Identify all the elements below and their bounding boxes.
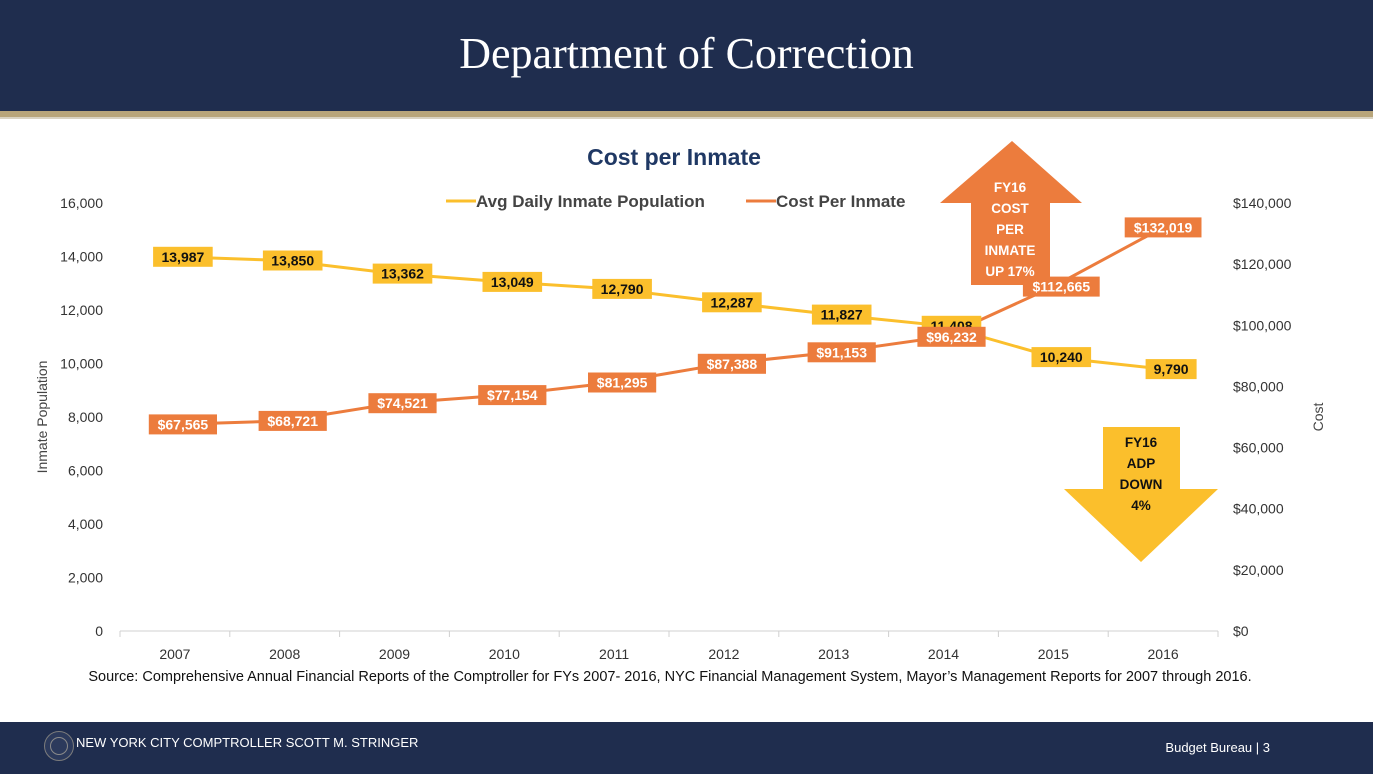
adp-down-annotation-line: FY16 [1125,435,1158,450]
data-label: 11,827 [821,307,863,323]
data-label-box [702,292,762,313]
y-tick-label: 8,000 [68,409,103,425]
y2-tick-label: $20,000 [1233,562,1284,578]
chart: Cost per Inmate Avg Daily Inmate Populati… [0,120,1373,720]
header-rule-thin [0,117,1373,119]
cost-up-annotation-line: UP 17% [985,264,1034,279]
y-tick-label: 6,000 [68,463,103,479]
data-label: 13,987 [161,249,204,265]
data-label-box [1022,276,1100,297]
header-rule [0,111,1373,117]
data-label: 13,362 [381,266,424,282]
y2-tick-label: $60,000 [1233,440,1284,456]
y-tick-label: 14,000 [60,249,103,265]
adp-down-annotation-line: 4% [1131,498,1151,513]
x-tick-label: 2013 [818,646,849,662]
data-label: 12,790 [601,281,644,297]
y-tick-label: 2,000 [68,570,103,586]
y2-tick-label: $80,000 [1233,378,1284,394]
y-axis-title: Inmate Population [34,361,50,474]
data-label-box [153,246,213,267]
footer-page-label: Budget Bureau | 3 [1165,740,1270,755]
data-label: 13,850 [271,253,314,269]
comptroller-seal-icon [44,731,74,761]
footer-bar: NEW YORK CITY COMPTROLLER SCOTT M. STRIN… [0,722,1373,774]
x-tick-label: 2007 [159,646,190,662]
data-label-box [482,271,543,292]
x-tick-label: 2009 [379,646,410,662]
y-tick-label: 16,000 [60,195,103,211]
y-tick-label: 0 [95,623,103,639]
x-tick-label: 2012 [708,646,739,662]
data-label: $132,019 [1134,219,1193,235]
source-note: Source: Comprehensive Annual Financial R… [88,669,1252,685]
x-tick-label: 2016 [1148,646,1179,662]
data-label-box [372,263,433,284]
data-label: $74,521 [377,395,428,411]
cost-up-annotation-line: FY16 [994,180,1027,195]
data-label: $81,295 [597,375,648,391]
data-label-box [368,393,437,414]
series-line-2 [174,226,1164,426]
data-label: 13,049 [491,274,534,290]
data-label-box [917,326,986,347]
data-label-box [478,385,547,406]
cost-up-annotation-line: COST [991,201,1029,216]
data-label: $96,232 [926,329,977,345]
data-label-box [588,372,657,393]
data-label: $77,154 [487,387,538,403]
x-tick-label: 2011 [599,646,629,662]
page-title: Department of Correction [459,29,914,78]
data-label: $68,721 [267,413,318,429]
data-label: 12,287 [710,294,753,310]
chart-title: Cost per Inmate [587,144,761,170]
data-label: $91,153 [816,344,867,360]
adp-down-arrow-icon [1064,427,1218,562]
data-label-box [1031,347,1092,368]
data-label: 10,240 [1040,349,1083,365]
data-label-box [697,353,766,374]
adp-down-annotation-line: ADP [1127,456,1156,471]
footer-org-name: NEW YORK CITY COMPTROLLER SCOTT M. STRIN… [76,735,419,750]
data-label: $87,388 [707,356,758,372]
data-label: $67,565 [158,416,209,432]
data-label: $112,665 [1032,279,1090,295]
y2-axis-title: Cost [1310,403,1326,432]
data-label-box [1124,217,1202,238]
x-tick-label: 2015 [1038,646,1069,662]
data-label-box [148,414,217,435]
y2-tick-label: $100,000 [1233,317,1292,333]
data-label-box [258,410,327,431]
data-label-box [811,304,872,325]
y-tick-label: 12,000 [60,302,103,318]
data-label-box [592,278,652,299]
legend-label-2: Cost Per Inmate [776,192,905,211]
y2-tick-label: $140,000 [1233,195,1292,211]
data-label-box [1145,359,1197,380]
chart-svg: Cost per Inmate Avg Daily Inmate Populati… [34,141,1326,662]
data-label-box [262,250,323,271]
adp-down-annotation-line: DOWN [1120,477,1163,492]
cost-up-annotation-line: INMATE [985,243,1036,258]
cost-up-arrow-icon [940,141,1082,285]
y2-tick-label: $40,000 [1233,501,1284,517]
x-tick-label: 2014 [928,646,959,662]
legend-label-1: Avg Daily Inmate Population [476,192,705,211]
series-line-1 [174,255,1164,371]
cost-up-annotation-line: PER [996,222,1024,237]
y2-tick-label: $0 [1233,623,1249,639]
data-label-box [807,342,876,363]
data-label: 9,790 [1154,361,1189,377]
y2-tick-label: $120,000 [1233,256,1292,272]
y-tick-label: 4,000 [68,516,103,532]
x-tick-label: 2008 [269,646,300,662]
y-tick-label: 10,000 [60,356,103,372]
x-tick-label: 2010 [489,646,520,662]
header-bar [0,0,1373,111]
